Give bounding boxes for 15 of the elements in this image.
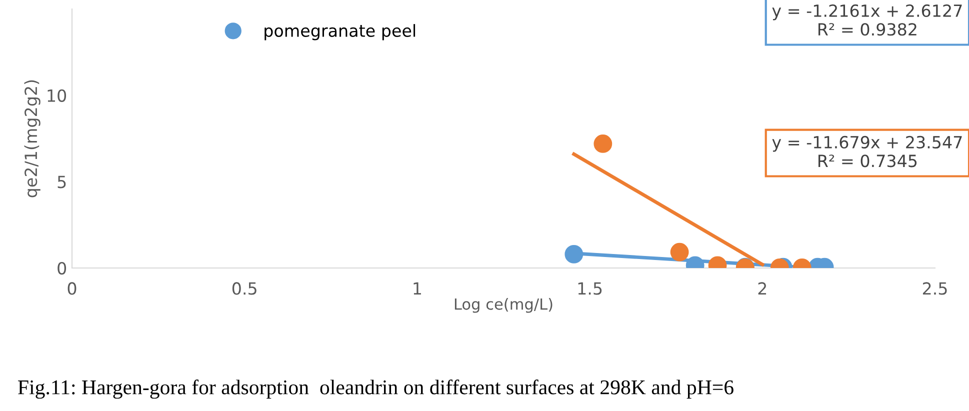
y-tick-label: 10 [48, 89, 66, 102]
annotation: y = -1.2161x + 2.6127 R² = 0.9382 [772, 4, 962, 36]
caption: Fig.11: Hargen-gora for adsorption oleandrin on different surfaces at 298K and pH=6 [18, 380, 734, 399]
annotation: y = -11.679x + 23.547 R² = 0.7345 [772, 136, 962, 168]
x-tick-label: 0 [68, 282, 76, 295]
y-tick-label: 0 [58, 262, 66, 275]
x-tick-label: 2 [758, 282, 766, 295]
x-axis-title: Log ce(mg/L) [454, 298, 552, 313]
x-tick-label: 0.5 [232, 282, 256, 295]
x-tick-label: 1.5 [578, 282, 602, 295]
x-tick-label: 2.5 [922, 282, 947, 295]
y-axis-title: qe2/1(mg2g2) [24, 80, 40, 198]
legend-label: pomegranate peel [264, 24, 416, 40]
y-tick-label: 5 [58, 176, 66, 188]
x-tick-label: 1 [414, 282, 421, 295]
